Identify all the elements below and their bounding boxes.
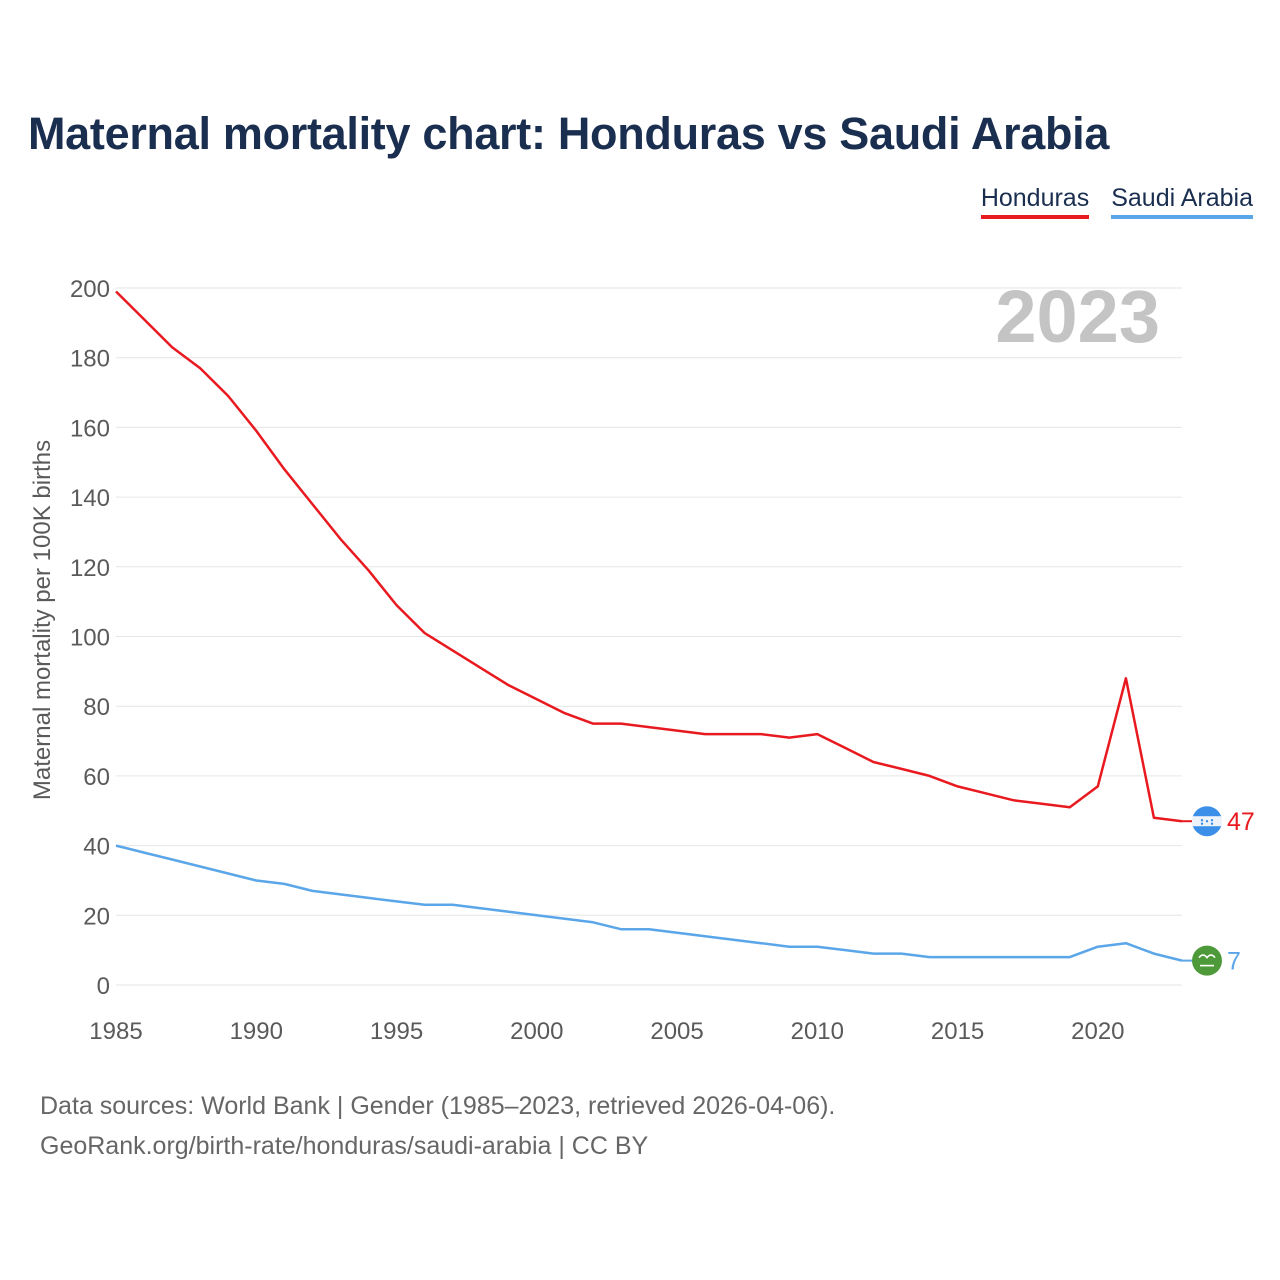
end-value-label-saudi-arabia: 7: [1227, 948, 1241, 976]
flag-star: [1210, 819, 1214, 822]
flag-disc: [1192, 945, 1222, 976]
flag-star: [1205, 820, 1209, 823]
y-tick-label: 40: [83, 834, 110, 861]
flag-script: [1198, 954, 1216, 959]
y-tick-label: 160: [70, 415, 110, 442]
x-tick-label: 2020: [1071, 1018, 1124, 1045]
y-tick-label: 140: [70, 485, 110, 512]
flag-star: [1200, 819, 1204, 822]
y-tick-label: 60: [83, 764, 110, 791]
legend-item-saudi-arabia[interactable]: Saudi Arabia: [1111, 184, 1253, 219]
series-lines: [115, 290, 1183, 962]
series-line-saudi-arabia: [115, 844, 1183, 962]
y-tick-label: 80: [83, 694, 110, 721]
saudi-arabia-flag-icon: [1192, 945, 1222, 976]
honduras-flag-icon: [1192, 806, 1222, 837]
year-watermark: 2023: [995, 275, 1160, 358]
y-axis-ticks: 0 20 40 60 80 100 120 140 160 180 200: [70, 276, 110, 1000]
y-axis-label: Maternal mortality per 100K births: [29, 440, 56, 800]
x-tick-label: 1995: [370, 1018, 423, 1045]
y-tick-label: 0: [97, 973, 110, 1000]
y-tick-label: 200: [70, 276, 110, 303]
x-axis-ticks: 1985 1990 1995 2000 2005 2010 2015 2020: [89, 1018, 1124, 1045]
end-markers: 47 7: [1182, 806, 1255, 976]
x-tick-label: 2010: [791, 1018, 844, 1045]
legend-item-honduras[interactable]: Honduras: [980, 184, 1090, 219]
flag-star: [1210, 822, 1214, 825]
x-tick-label: 1990: [230, 1018, 283, 1045]
line-chart: 2023 0 20 40 60 80 100 120 140 160 180 200 1985 199…: [29, 275, 1255, 1045]
y-tick-label: 20: [83, 903, 110, 930]
grid-lines: [116, 287, 1182, 986]
end-value-label-honduras: 47: [1227, 808, 1255, 836]
x-tick-label: 2005: [650, 1018, 703, 1045]
data-sources: Data sources: World Bank | Gender (1985–…: [40, 1086, 835, 1166]
flag-star: [1200, 822, 1204, 825]
y-tick-label: 120: [70, 555, 110, 582]
y-tick-label: 100: [70, 625, 110, 652]
chart-title: Maternal mortality chart: Honduras vs Sa…: [28, 108, 1110, 159]
y-tick-label: 180: [70, 346, 110, 373]
sources-line-2[interactable]: GeoRank.org/birth-rate/honduras/saudi-ar…: [40, 1132, 649, 1160]
x-tick-label: 2000: [510, 1018, 563, 1045]
legend: Honduras Saudi Arabia: [980, 184, 1253, 219]
series-line-honduras: [115, 290, 1183, 823]
x-tick-label: 1985: [89, 1018, 142, 1045]
x-tick-label: 2015: [931, 1018, 984, 1045]
sources-line-1: Data sources: World Bank | Gender (1985–…: [40, 1092, 836, 1120]
